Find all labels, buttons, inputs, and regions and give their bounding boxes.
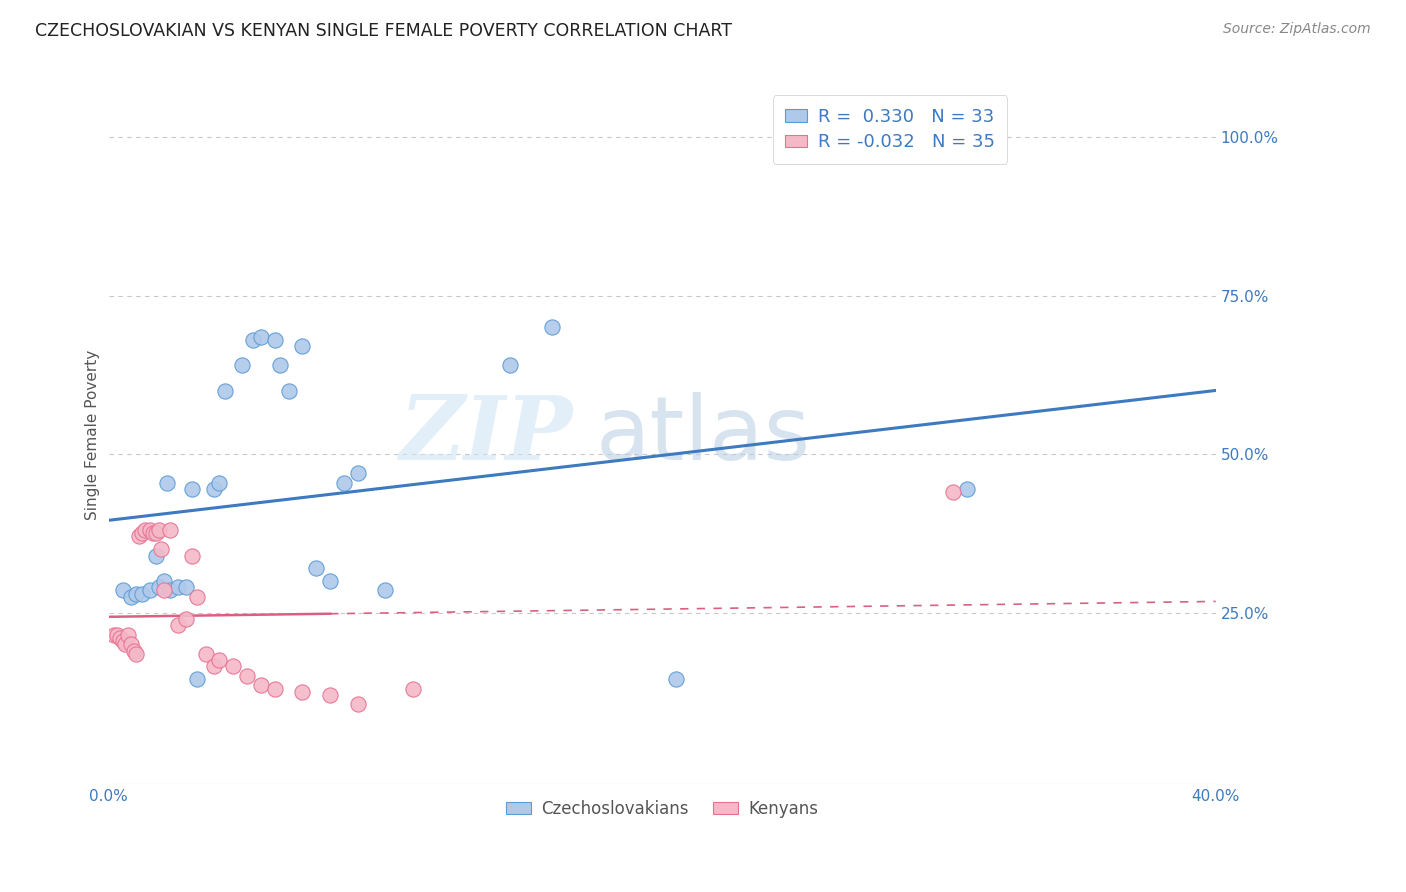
Point (186, 672, 208, 686)
Point (208, 653, 231, 667)
Point (250, 330, 273, 344)
Point (139, 523, 162, 537)
Point (103, 628, 125, 642)
Point (319, 688, 342, 702)
Point (148, 580, 170, 594)
Point (167, 618, 190, 632)
Point (120, 590, 142, 604)
Point (131, 586, 153, 600)
Legend: Czechoslovakians, Kenyans: Czechoslovakians, Kenyans (499, 793, 825, 824)
Point (174, 612, 197, 626)
Point (159, 583, 181, 598)
Point (955, 482, 977, 496)
Point (148, 523, 170, 537)
Point (114, 637, 136, 651)
Point (202, 482, 225, 496)
Point (186, 590, 208, 604)
Point (122, 643, 145, 657)
Point (134, 523, 156, 537)
Point (214, 384, 236, 398)
Point (125, 647, 148, 661)
Point (153, 574, 176, 588)
Point (319, 574, 342, 588)
Point (142, 526, 165, 541)
Point (128, 529, 150, 543)
Point (156, 475, 179, 490)
Point (402, 681, 425, 696)
Point (291, 339, 314, 353)
Text: Source: ZipAtlas.com: Source: ZipAtlas.com (1223, 22, 1371, 37)
Point (125, 586, 148, 600)
Point (111, 634, 134, 648)
Point (150, 542, 173, 557)
Point (174, 580, 197, 594)
Point (208, 475, 231, 490)
Point (942, 485, 965, 500)
Point (305, 561, 328, 575)
Point (250, 678, 273, 692)
Text: atlas: atlas (596, 392, 811, 478)
Point (242, 333, 264, 347)
Point (167, 580, 190, 594)
Point (120, 637, 142, 651)
Point (269, 359, 291, 373)
Point (105, 628, 128, 642)
Point (222, 659, 245, 673)
Point (263, 333, 285, 347)
Point (153, 583, 176, 598)
Point (333, 475, 356, 490)
Point (131, 526, 153, 541)
Point (145, 526, 167, 541)
Point (231, 359, 253, 373)
Point (159, 523, 181, 537)
Point (540, 320, 562, 334)
Point (194, 647, 217, 661)
Point (236, 669, 259, 683)
Text: ZIP: ZIP (401, 392, 574, 478)
Point (180, 482, 202, 496)
Point (108, 631, 131, 645)
Point (180, 549, 202, 563)
Text: CZECHOSLOVAKIAN VS KENYAN SINGLE FEMALE POVERTY CORRELATION CHART: CZECHOSLOVAKIAN VS KENYAN SINGLE FEMALE … (35, 22, 733, 40)
Point (499, 359, 522, 373)
Point (291, 685, 314, 699)
Point (111, 583, 134, 598)
Point (202, 659, 225, 673)
Point (346, 698, 368, 712)
Point (665, 672, 688, 686)
Point (139, 583, 162, 598)
Point (374, 583, 396, 598)
Point (117, 628, 139, 642)
Point (346, 466, 368, 480)
Point (263, 681, 285, 696)
Y-axis label: Single Female Poverty: Single Female Poverty (86, 350, 100, 520)
Point (277, 384, 299, 398)
Point (145, 549, 167, 563)
